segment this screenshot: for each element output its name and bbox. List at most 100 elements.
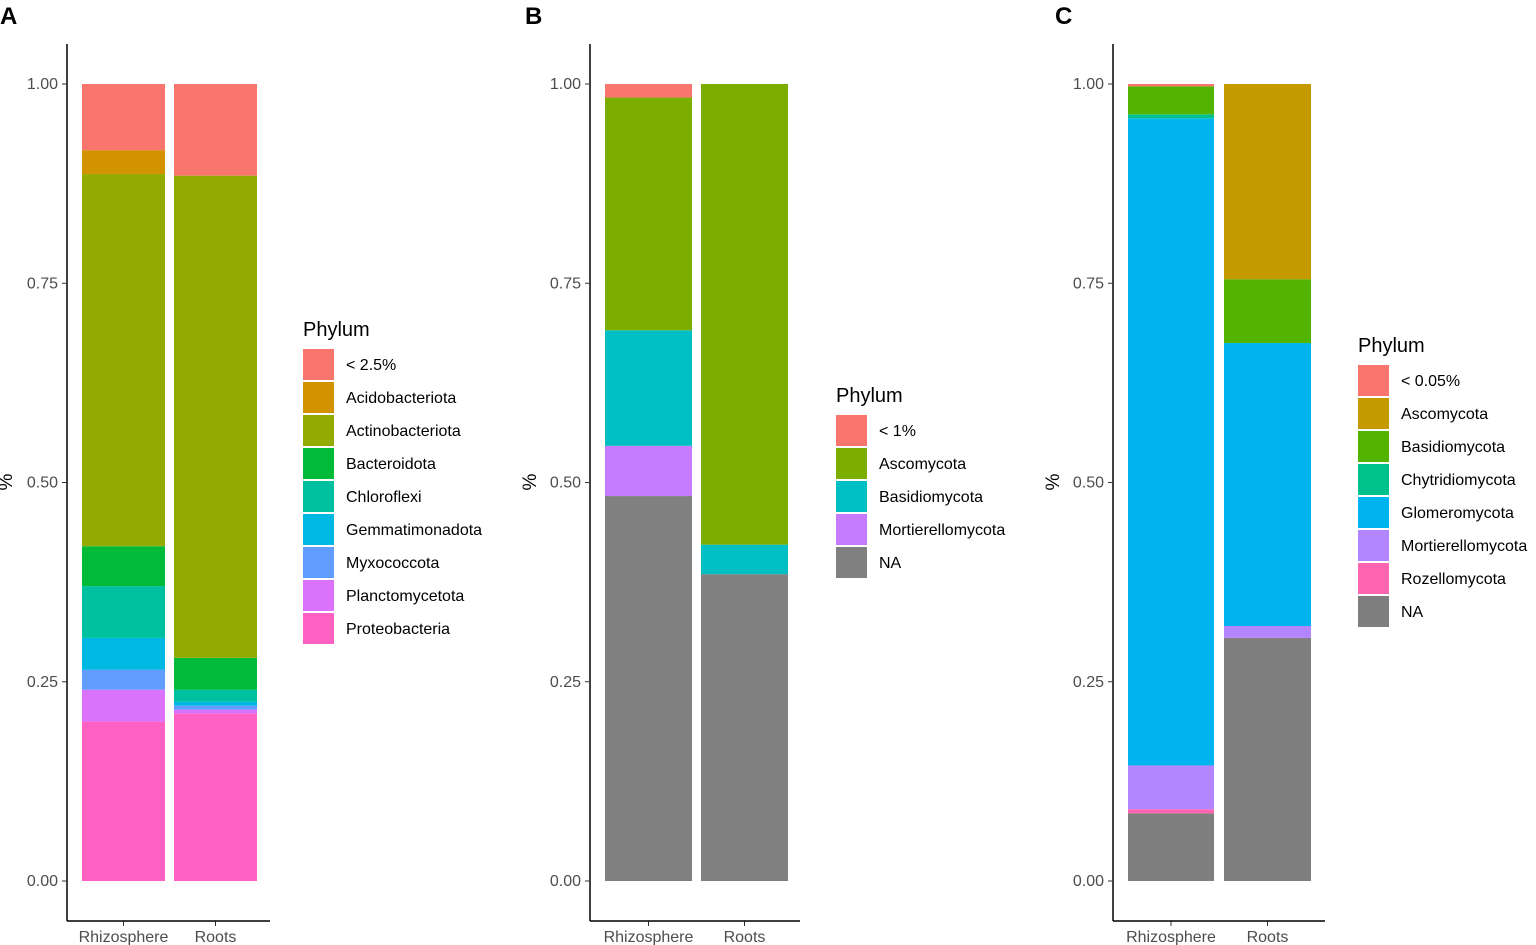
legend-title: Phylum — [303, 319, 370, 341]
y-tick-label: 1.00 — [1073, 76, 1104, 93]
y-tick-label: 0.00 — [1073, 873, 1104, 890]
y-tick-label: 1.00 — [550, 76, 581, 93]
bar-segment-rhizosphere-0 — [605, 496, 692, 881]
bar-segment-roots-2 — [1224, 625, 1311, 638]
legend-label: Proteobacteria — [346, 621, 450, 638]
bar-segment-roots-6 — [1224, 84, 1311, 280]
legend-swatch — [303, 382, 334, 413]
bar-segment-rhizosphere-3 — [605, 97, 692, 331]
legend-swatch — [1358, 365, 1389, 396]
bar-segment-roots-3 — [1224, 343, 1311, 626]
legend-swatch — [1358, 398, 1389, 429]
legend-label: < 1% — [879, 423, 916, 440]
bar-segment-roots-5 — [1224, 279, 1311, 344]
legend-label: Acidobacteriota — [346, 390, 456, 407]
y-tick-label: 0.75 — [27, 275, 58, 292]
bar-segment-roots-0 — [1224, 637, 1311, 881]
x-tick-label: Rhizosphere — [1126, 929, 1216, 945]
bar-segment-roots-1 — [174, 709, 257, 714]
legend-swatch — [1358, 431, 1389, 462]
legend-swatch — [1358, 563, 1389, 594]
y-axis-label: % — [1043, 473, 1064, 490]
bar-segment-roots-6 — [174, 175, 257, 658]
legend-label: Ascomycota — [879, 456, 966, 473]
bar-segment-rhizosphere-0 — [82, 721, 165, 881]
y-tick-label: 0.50 — [550, 475, 581, 492]
legend-label: Chloroflexi — [346, 489, 422, 506]
legend-swatch — [836, 547, 867, 578]
legend-swatch — [1358, 596, 1389, 627]
bar-segment-rhizosphere-4 — [82, 586, 165, 638]
legend-swatch — [1358, 530, 1389, 561]
legend-swatch — [836, 481, 867, 512]
panel-c: C Rhizosphere Roots 0.00 0.25 0.50 0.75 1.00% Ph… — [1043, 3, 1527, 945]
legend-label: Ascomycota — [1401, 406, 1488, 423]
bar-segment-roots-2 — [174, 705, 257, 710]
bar-segment-roots-0 — [701, 574, 788, 881]
legend-swatch — [1358, 464, 1389, 495]
bar-segment-rhizosphere-3 — [1128, 118, 1214, 766]
panel-tag: C — [1055, 3, 1072, 30]
bar-segment-roots-3 — [174, 701, 257, 706]
legend-label: Myxococcota — [346, 555, 439, 572]
legend-swatch — [836, 415, 867, 446]
panel-tag: A — [0, 3, 17, 30]
x-tick-label: Roots — [195, 929, 237, 945]
y-axis-label: % — [0, 473, 17, 490]
y-tick-label: 0.50 — [1073, 475, 1104, 492]
y-tick-label: 0.50 — [27, 475, 58, 492]
y-tick-label: 0.25 — [27, 674, 58, 691]
bar-segment-rhizosphere-2 — [1128, 765, 1214, 810]
legend-swatch — [303, 448, 334, 479]
legend-label: Bacteroidota — [346, 456, 436, 473]
legend-swatch — [1358, 497, 1389, 528]
legend-swatch — [303, 580, 334, 611]
x-tick-label: Rhizosphere — [79, 929, 169, 945]
bar-segment-roots-3 — [701, 84, 788, 545]
legend-label: Mortierellomycota — [1401, 538, 1527, 555]
legend-label: Gemmatimonadota — [346, 522, 482, 539]
bar-segment-rhizosphere-4 — [1128, 114, 1214, 119]
legend-label: Basidiomycota — [879, 489, 983, 506]
y-tick-label: 0.25 — [1073, 674, 1104, 691]
y-tick-label: 0.00 — [550, 873, 581, 890]
legend-label: Planctomycetota — [346, 588, 464, 605]
bar-segment-roots-8 — [174, 84, 257, 176]
legend-label: Basidiomycota — [1401, 439, 1505, 456]
x-tick-label: Rhizosphere — [604, 929, 694, 945]
legend-label: Chytridiomycota — [1401, 472, 1516, 489]
legend-label: Actinobacteriota — [346, 423, 461, 440]
y-tick-label: 0.00 — [27, 873, 58, 890]
legend-label: Mortierellomycota — [879, 522, 1005, 539]
bar-segment-roots-5 — [174, 657, 257, 690]
y-tick-label: 1.00 — [27, 76, 58, 93]
bar-segment-roots-4 — [174, 689, 257, 702]
legend-swatch — [303, 481, 334, 512]
bar-segment-rhizosphere-5 — [1128, 86, 1214, 115]
bar-segment-rhizosphere-2 — [605, 330, 692, 446]
x-tick-label: Roots — [724, 929, 766, 945]
legend-swatch — [303, 514, 334, 545]
legend: Phylum < 1% Ascomycota Basidiomycota Mortier… — [836, 385, 1005, 578]
bar-segment-roots-0 — [174, 713, 257, 881]
bar-segment-rhizosphere-4 — [605, 84, 692, 98]
panel-b: B Rhizosphere Roots 0.00 0.25 0.50 0.75 1.00% Ph… — [520, 3, 1005, 945]
bar-segment-rhizosphere-1 — [605, 445, 692, 497]
bar-segment-rhizosphere-5 — [82, 546, 165, 587]
legend-label: Glomeromycota — [1401, 505, 1514, 522]
bar-segment-rhizosphere-6 — [82, 174, 165, 547]
panel-a: A Rhizosphere Roots 0.00 0.25 0.50 0.75 1.00% Ph… — [0, 3, 482, 945]
bar-segment-rhizosphere-1 — [1128, 809, 1214, 814]
legend-swatch — [303, 415, 334, 446]
bar-segment-rhizosphere-0 — [1128, 813, 1214, 881]
x-tick-label: Roots — [1247, 929, 1289, 945]
bar-segment-rhizosphere-7 — [1128, 84, 1214, 87]
legend-swatch — [836, 514, 867, 545]
legend-swatch — [303, 547, 334, 578]
bar-segment-roots-2 — [701, 544, 788, 575]
y-tick-label: 0.25 — [550, 674, 581, 691]
legend-swatch — [836, 448, 867, 479]
bar-segment-rhizosphere-2 — [82, 669, 165, 690]
legend-swatch — [303, 613, 334, 644]
